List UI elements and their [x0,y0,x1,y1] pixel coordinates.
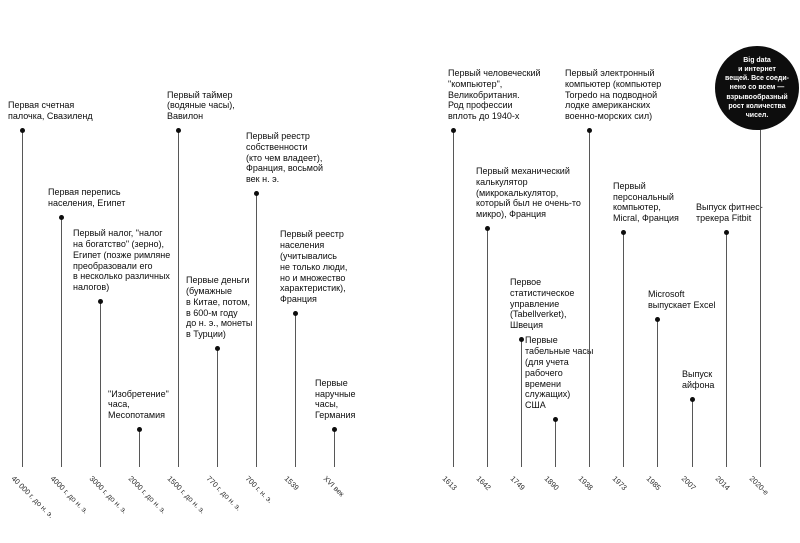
axis-year-label: 1985 [644,474,663,493]
event-dot [215,346,220,351]
event-line [22,130,23,467]
event-label: Microsoft выпускает Excel [648,289,716,311]
event-line [760,130,761,467]
event-line [217,348,218,467]
event-line [692,399,693,467]
event-line [100,301,101,467]
event-label: Первый реестр собственности (кто чем вла… [246,131,323,185]
axis-year-label: 2014 [713,474,732,493]
event-line [726,232,727,467]
bigdata-circle-text: Big data и интернет вещей. Все соеди- не… [724,57,790,119]
axis-year-label: 1539 [282,474,301,493]
event-label: Первый налог, "налог на богатство" (зерн… [73,228,171,293]
axis-year-label: 1500 г. до н. э. [165,474,208,516]
event-line [334,429,335,467]
event-label: Первый механический калькулятор (микрока… [476,166,581,220]
axis-year-label: 1938 [576,474,595,493]
event-dot [451,128,456,133]
event-line [623,232,624,467]
axis-year-label: 1613 [440,474,459,493]
event-line [139,429,140,467]
bigdata-circle: Big data и интернет вещей. Все соеди- не… [715,46,799,130]
event-dot [98,299,103,304]
axis-year-label: 1973 [610,474,629,493]
event-line [295,313,296,467]
axis-year-label: 2020-е [747,474,771,497]
axis-year-label: 700 г. н. э. [243,474,275,505]
event-line [487,228,488,467]
event-label: Первая счетная палочка, Свазиленд [8,100,93,122]
event-line [589,130,590,467]
event-dot [293,311,298,316]
event-line [453,130,454,467]
event-dot [137,427,142,432]
event-line [521,339,522,467]
event-label: Первый человеческий "компьютер", Великоб… [448,68,541,122]
event-label: Первое статистическое управление (Tabell… [510,277,575,331]
axis-year-label: 1890 [542,474,561,493]
event-label: Первый реестр населения (учитывались не … [280,229,348,305]
event-label: Первая перепись населения, Египет [48,187,126,209]
event-dot [724,230,729,235]
event-label: Первые наручные часы, Германия [315,377,356,421]
event-dot [553,417,558,422]
event-dot [621,230,626,235]
event-dot [332,427,337,432]
event-label: Выпуск айфона [682,369,715,391]
event-dot [176,128,181,133]
axis-year-label: 3000 г. до н. э. [87,474,130,516]
event-dot [519,337,524,342]
event-label: "Изобретение" часа, Месопотамия [108,388,169,421]
axis-year-label: 770 г. до н. э. [204,474,244,513]
axis-year-label: 1749 [508,474,527,493]
event-dot [59,215,64,220]
event-label: Выпуск фитнес- трекера Fitbit [696,202,763,224]
axis-year-label: XVI век [321,474,347,499]
axis-year-label: 2007 [679,474,698,493]
event-label: Первые табельные часы (для учета рабочег… [525,335,594,411]
event-dot [254,191,259,196]
event-line [61,217,62,467]
axis-year-label: 1642 [474,474,493,493]
event-line [256,193,257,467]
event-dot [690,397,695,402]
event-label: Первый таймер (водяные часы), Вавилон [167,89,235,122]
event-label: Первый электронный компьютер (компьютер … [565,68,662,122]
event-dot [587,128,592,133]
event-label: Первый персональный компьютер, Micral, Ф… [613,180,679,224]
event-dot [20,128,25,133]
event-dot [655,317,660,322]
event-line [657,319,658,467]
event-line [555,419,556,467]
event-dot [485,226,490,231]
axis-year-label: 4000 г. до н. э. [48,474,91,516]
axis-year-label: 2000 г. до н. э. [126,474,169,516]
event-line [178,130,179,467]
event-label: Первые деньги (бумажные в Китае, потом, … [186,275,253,340]
